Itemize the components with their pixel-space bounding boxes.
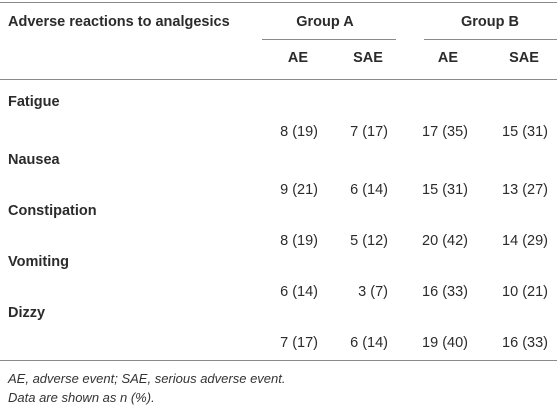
group-b-rule — [424, 39, 557, 40]
row-label-vomiting: Vomiting — [8, 254, 69, 270]
cell-dizzy-b-sae: 16 (33) — [502, 335, 548, 351]
cell-fatigue-b-ae: 17 (35) — [422, 124, 468, 140]
cell-constipation-b-ae: 20 (42) — [422, 233, 468, 249]
table-top-rule — [0, 2, 557, 3]
cell-dizzy-a-sae: 6 (14) — [350, 335, 388, 351]
group-b-header: Group B — [461, 14, 519, 30]
cell-dizzy-b-ae: 19 (40) — [422, 335, 468, 351]
row-label-nausea: Nausea — [8, 152, 60, 168]
cell-vomiting-a-sae: 3 (7) — [358, 284, 388, 300]
cell-nausea-a-ae: 9 (21) — [280, 182, 318, 198]
cell-fatigue-a-sae: 7 (17) — [350, 124, 388, 140]
group-a-ae-header: AE — [287, 50, 309, 66]
cell-fatigue-b-sae: 15 (31) — [502, 124, 548, 140]
group-b-sae-header: SAE — [509, 50, 539, 66]
cell-nausea-b-sae: 13 (27) — [502, 182, 548, 198]
header-bottom-rule — [0, 79, 557, 80]
cell-vomiting-b-ae: 16 (33) — [422, 284, 468, 300]
group-a-header: Group A — [296, 14, 354, 30]
row-label-fatigue: Fatigue — [8, 94, 60, 110]
row-label-dizzy: Dizzy — [8, 305, 46, 321]
table-title-header: Adverse reactions to analgesics — [8, 14, 230, 30]
cell-constipation-a-ae: 8 (19) — [280, 233, 318, 249]
group-a-rule — [262, 39, 396, 40]
cell-dizzy-a-ae: 7 (17) — [280, 335, 318, 351]
cell-nausea-a-sae: 6 (14) — [350, 182, 388, 198]
row-label-constipation: Constipation — [8, 203, 97, 219]
cell-constipation-a-sae: 5 (12) — [350, 233, 388, 249]
group-a-sae-header: SAE — [353, 50, 383, 66]
cell-vomiting-a-ae: 6 (14) — [280, 284, 318, 300]
cell-constipation-b-sae: 14 (29) — [502, 233, 548, 249]
cell-vomiting-b-sae: 10 (21) — [502, 284, 548, 300]
footnote-abbreviations: AE, adverse event; SAE, serious adverse … — [8, 371, 286, 386]
group-b-ae-header: AE — [437, 50, 459, 66]
footnote-data-format: Data are shown as n (%). — [8, 390, 155, 405]
cell-fatigue-a-ae: 8 (19) — [280, 124, 318, 140]
cell-nausea-b-ae: 15 (31) — [422, 182, 468, 198]
table-bottom-rule — [0, 360, 557, 361]
